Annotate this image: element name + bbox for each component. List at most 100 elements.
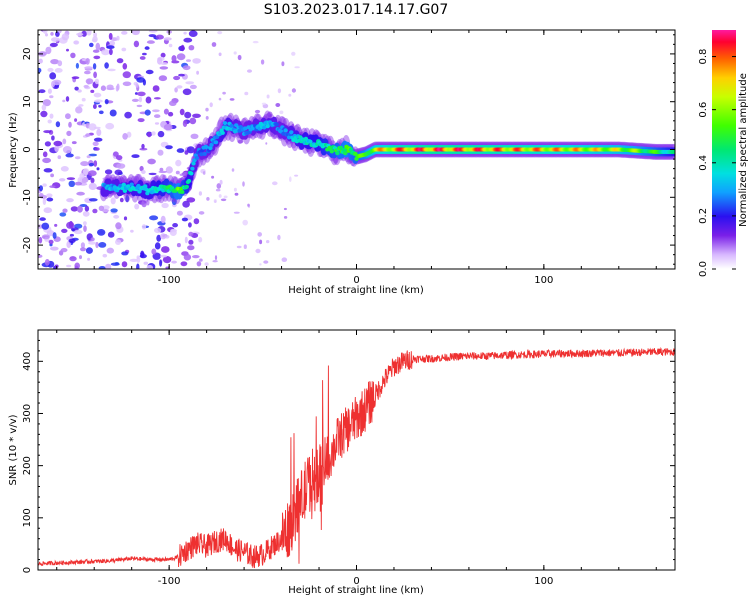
spectrogram-noise-cell xyxy=(79,255,82,260)
spectrogram-noise-cell xyxy=(243,244,247,249)
spectrogram-ridge-core xyxy=(186,178,192,183)
y-tick-label: 300 xyxy=(22,404,33,423)
spectrogram-noise-cell xyxy=(125,194,130,203)
spectrogram-noise-cell xyxy=(42,197,47,205)
spectrogram-noise-cell xyxy=(104,169,113,175)
spectrogram-ridge-core xyxy=(213,140,219,145)
spectrogram-noise-cell xyxy=(174,87,178,93)
spectrogram-ridge-core xyxy=(220,130,225,135)
spectrogram-noise-cell xyxy=(154,242,161,250)
spectrogram-noise-cell xyxy=(160,215,166,224)
snr-panel: -100 0 100 0 100 200 300 400 Height of straight… xyxy=(8,329,676,596)
spectrogram-noise-cell xyxy=(141,143,145,149)
spectrogram-noise-cell xyxy=(198,191,202,196)
spectrogram-noise-cell xyxy=(205,107,209,112)
spectrogram-noise-cell xyxy=(171,197,177,206)
spectrogram-noise-cell xyxy=(186,197,196,203)
spectrogram-noise-cell xyxy=(42,157,51,164)
spectrogram-noise-cell xyxy=(116,155,123,161)
spectrogram-noise-cell xyxy=(108,32,113,40)
spectrogram-noise-cell xyxy=(122,81,132,87)
spectrogram-noise-cell xyxy=(80,161,89,167)
spectrogram-ridge-core xyxy=(281,131,286,136)
spectrogram-noise-cell xyxy=(43,207,53,214)
spectrogram-noise-cell xyxy=(93,55,101,60)
spectrogram-noise-cell xyxy=(136,77,145,83)
spectrogram-ridge-core xyxy=(265,124,270,129)
spectrogram-noise-cell xyxy=(39,217,46,221)
spectrogram-noise-cell xyxy=(123,216,128,221)
spectrogram-ridge-core xyxy=(222,121,228,126)
spectrogram-noise-cell xyxy=(42,183,47,187)
spectrogram-noise-cell xyxy=(50,32,54,36)
spectrogram-noise-cell xyxy=(89,42,94,48)
spectrogram-noise-cell xyxy=(87,170,97,177)
spectrogram-noise-cell xyxy=(83,225,87,233)
spectrogram-noise-cell xyxy=(212,260,218,263)
spectrogram-noise-cell xyxy=(76,191,85,196)
spectrogram-noise-cell xyxy=(107,68,116,72)
spectrogram-noise-cell xyxy=(38,89,46,94)
snr-series-line xyxy=(38,346,675,569)
spectrogram-noise-cell xyxy=(110,208,118,213)
spectrogram-noise-cell xyxy=(74,223,83,229)
snr-frame xyxy=(37,329,676,571)
colorbar-tick-label: 0.0 xyxy=(698,261,709,277)
spectrogram-noise-cell xyxy=(87,257,91,261)
spectrogram-noise-cell xyxy=(263,260,269,264)
spectrogram-noise-cell xyxy=(170,228,178,233)
spectrogram-noise-cell xyxy=(106,45,115,50)
spectrogram-noise-cell xyxy=(152,85,160,92)
spectrogram-noise-cell xyxy=(142,79,146,86)
spectrogram-noise-cell xyxy=(94,99,103,103)
spectrogram-noise-cell xyxy=(105,122,115,130)
spectrogram-noise-cell xyxy=(168,111,174,117)
spectrogram-noise-cell xyxy=(98,242,107,248)
spectrogram-noise-cell xyxy=(62,146,72,154)
spectrogram-noise-cell xyxy=(157,130,165,138)
spectrogram-noise-cell xyxy=(193,218,200,225)
spectrogram-noise-cell xyxy=(142,52,147,56)
spectrogram-noise-cell xyxy=(49,113,54,119)
spectrogram-noise-cell xyxy=(49,72,57,80)
spectrogram-noise-cell xyxy=(206,197,210,201)
spectrogram-noise-cell xyxy=(110,262,120,266)
spectrogram-noise-cell xyxy=(281,257,288,263)
spectrogram-noise-cell xyxy=(162,256,172,264)
spectrogram-noise-cell xyxy=(289,176,292,182)
spectrogram-noise-cell xyxy=(74,86,79,91)
spectrogram-noise-cell xyxy=(98,266,106,269)
spectrogram-noise-cell xyxy=(165,145,173,150)
spectrogram-noise-cell xyxy=(74,156,81,160)
spectrogram-noise-cell xyxy=(83,84,89,88)
spectrogram-noise-cell xyxy=(139,165,144,172)
spectrogram-noise-cell xyxy=(159,259,163,267)
spectrogram-noise-cell xyxy=(85,78,94,85)
spectrogram-noise-cell xyxy=(93,92,102,98)
spectrogram-noise-cell xyxy=(109,48,113,56)
spectrogram-noise-cell xyxy=(75,62,79,69)
spectrogram-noise-cell xyxy=(136,263,140,269)
spectrogram-ridge-core xyxy=(341,147,347,152)
spectrogram-noise-cell xyxy=(261,102,267,106)
spectrogram-noise-cell xyxy=(52,232,57,239)
spectrogram-ridge-core xyxy=(202,151,207,156)
spectrogram-noise-cell xyxy=(42,30,48,34)
x-tick-label: 100 xyxy=(534,275,553,286)
spectrogram-noise-cell xyxy=(122,133,128,140)
spectrogram-noise-cell xyxy=(88,241,96,245)
spectrogram-ridge-core xyxy=(209,142,214,147)
spectrogram-noise-cell xyxy=(46,230,55,237)
spectrogram-noise-cell xyxy=(266,240,270,244)
spectrogram-noise-cell xyxy=(156,234,162,242)
spectrogram-noise-cell xyxy=(96,128,102,136)
spectrogram-noise-cell xyxy=(49,185,56,189)
spectrogram-noise-cell xyxy=(231,168,235,172)
spectrogram-noise-cell xyxy=(137,118,145,123)
spectrogram-noise-cell xyxy=(198,211,205,215)
spectrogram-ridge-core xyxy=(129,182,134,187)
spectrogram-noise-cell xyxy=(154,114,161,118)
spectrogram-noise-cell xyxy=(159,254,168,258)
spectrogram-noise-cell xyxy=(190,133,199,139)
